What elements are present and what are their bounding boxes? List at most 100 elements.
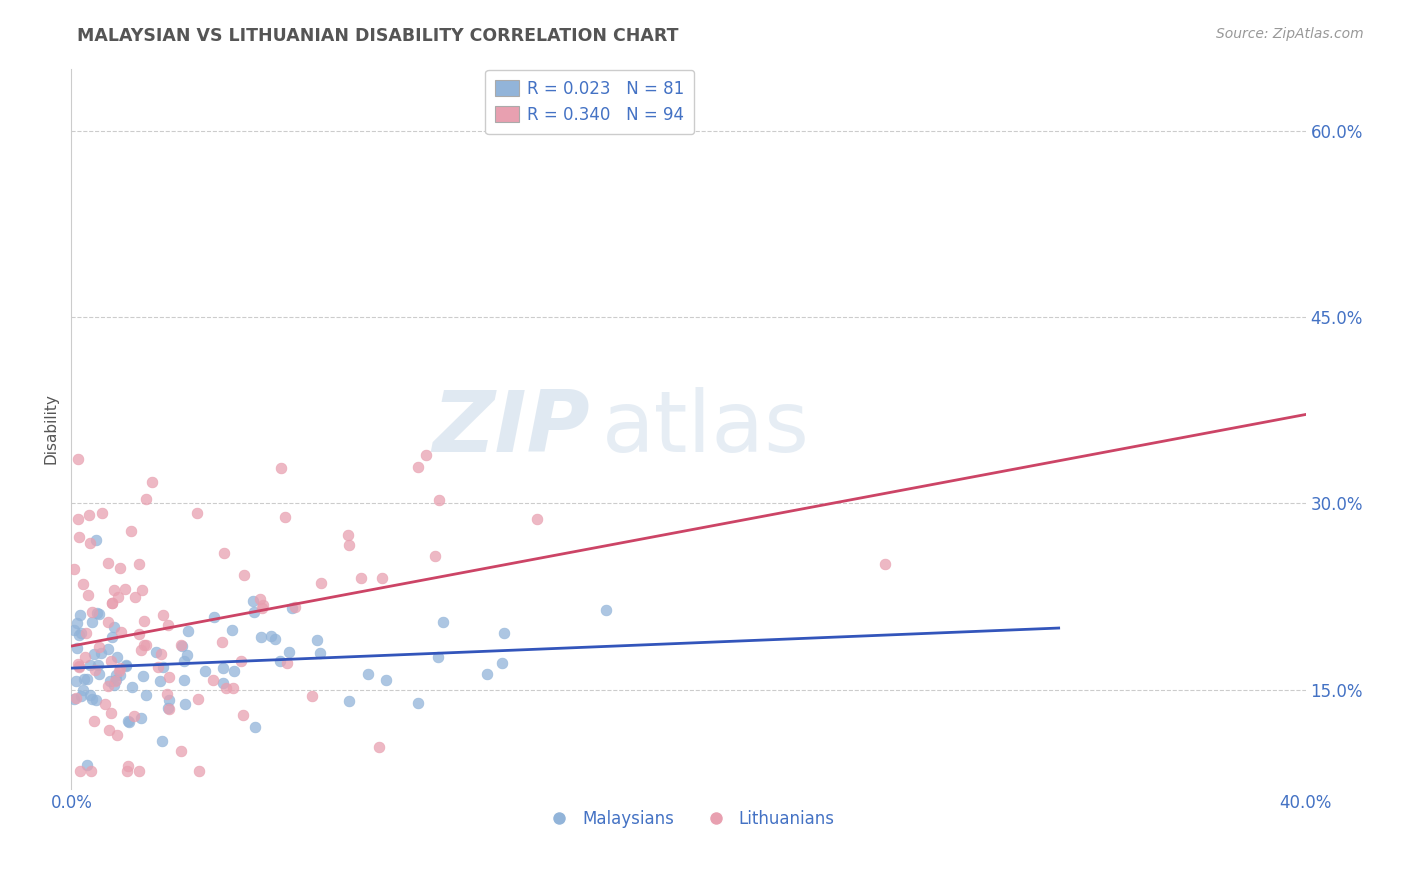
Point	[211, 676, 233, 690]
Point	[406, 696, 429, 710]
Point	[336, 528, 359, 542]
Point	[63, 691, 86, 706]
Point	[156, 618, 179, 632]
Point	[274, 510, 297, 524]
Point	[145, 645, 167, 659]
Point	[186, 506, 208, 520]
Point	[187, 764, 209, 778]
Point	[100, 706, 122, 721]
Point	[79, 764, 101, 778]
Point	[120, 524, 142, 539]
Point	[148, 659, 170, 673]
Point	[260, 629, 283, 643]
Point	[87, 607, 110, 621]
Point	[73, 673, 96, 687]
Point	[269, 655, 291, 669]
Point	[337, 694, 360, 708]
Point	[875, 557, 897, 571]
Point	[132, 638, 155, 652]
Point	[301, 689, 323, 703]
Point	[128, 557, 150, 571]
Text: MALAYSIAN VS LITHUANIAN DISABILITY CORRELATION CHART: MALAYSIAN VS LITHUANIAN DISABILITY CORRE…	[77, 27, 679, 45]
Text: atlas: atlas	[602, 387, 810, 470]
Point	[108, 664, 131, 678]
Point	[194, 664, 217, 678]
Point	[427, 649, 450, 664]
Point	[69, 626, 91, 640]
Point	[101, 596, 124, 610]
Point	[101, 630, 124, 644]
Point	[66, 640, 89, 655]
Point	[72, 683, 94, 698]
Point	[94, 697, 117, 711]
Point	[97, 556, 120, 570]
Point	[72, 577, 94, 591]
Point	[63, 561, 86, 575]
Point	[97, 723, 120, 737]
Point	[229, 654, 252, 668]
Point	[477, 667, 499, 681]
Point	[63, 623, 86, 637]
Point	[415, 448, 437, 462]
Point	[79, 657, 101, 672]
Point	[87, 658, 110, 673]
Point	[152, 608, 174, 623]
Point	[67, 659, 90, 673]
Point	[83, 714, 105, 728]
Point	[79, 688, 101, 702]
Point	[107, 590, 129, 604]
Legend: Malaysians, Lithuanians: Malaysians, Lithuanians	[536, 804, 842, 835]
Point	[252, 599, 274, 613]
Point	[67, 627, 90, 641]
Point	[156, 701, 179, 715]
Point	[76, 757, 98, 772]
Point	[187, 692, 209, 706]
Point	[149, 647, 172, 661]
Point	[245, 720, 267, 734]
Point	[284, 600, 307, 615]
Point	[242, 594, 264, 608]
Point	[105, 728, 128, 742]
Point	[129, 711, 152, 725]
Point	[65, 690, 87, 705]
Point	[276, 656, 298, 670]
Point	[157, 693, 180, 707]
Point	[221, 681, 243, 695]
Point	[70, 689, 93, 703]
Point	[250, 601, 273, 615]
Point	[370, 571, 392, 585]
Point	[103, 583, 125, 598]
Point	[337, 537, 360, 551]
Point	[108, 668, 131, 682]
Point	[152, 660, 174, 674]
Point	[114, 582, 136, 597]
Point	[97, 615, 120, 629]
Point	[77, 508, 100, 522]
Point	[406, 460, 429, 475]
Point	[149, 674, 172, 689]
Point	[308, 646, 330, 660]
Point	[132, 615, 155, 629]
Point	[135, 491, 157, 506]
Point	[86, 693, 108, 707]
Point	[375, 673, 398, 687]
Point	[89, 640, 111, 655]
Point	[69, 660, 91, 674]
Point	[131, 582, 153, 597]
Point	[97, 679, 120, 693]
Point	[110, 624, 132, 639]
Point	[103, 620, 125, 634]
Point	[492, 626, 515, 640]
Point	[101, 596, 124, 610]
Point	[132, 669, 155, 683]
Point	[103, 678, 125, 692]
Point	[105, 673, 128, 688]
Point	[270, 461, 292, 475]
Point	[117, 714, 139, 728]
Point	[432, 615, 454, 630]
Point	[222, 665, 245, 679]
Point	[75, 650, 97, 665]
Point	[115, 764, 138, 778]
Point	[173, 673, 195, 688]
Point	[595, 603, 617, 617]
